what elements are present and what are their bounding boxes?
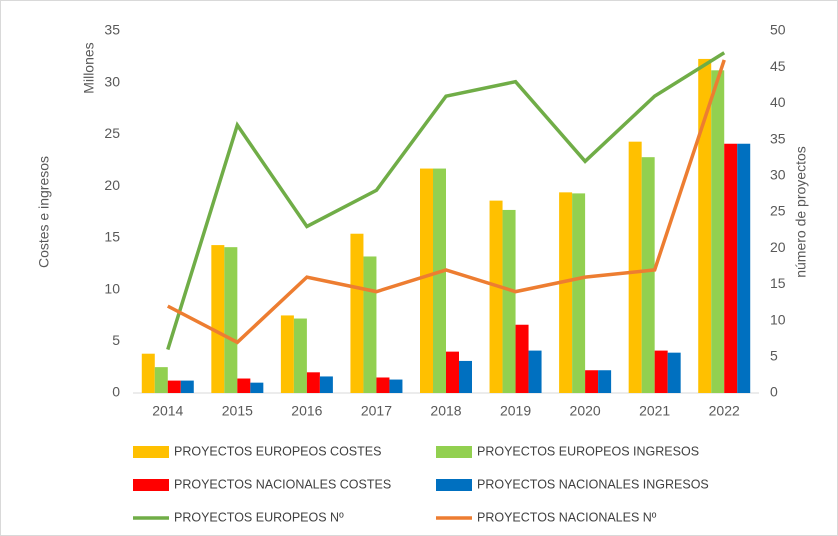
y2-tick-label: 20 (770, 239, 786, 255)
y-tick-label: 20 (104, 177, 120, 193)
y2-tick-label: 40 (770, 94, 786, 110)
y-tick-label: 10 (104, 280, 120, 296)
bar (141, 353, 155, 393)
bar (224, 247, 238, 393)
bar (306, 372, 320, 393)
y-tick-label: 15 (104, 229, 120, 245)
bar (528, 350, 542, 393)
bar (237, 378, 251, 393)
y2-tick-label: 5 (770, 348, 778, 364)
bar (363, 256, 377, 393)
line-series (166, 51, 726, 351)
x-tick-label: 2019 (500, 403, 531, 419)
line-series (166, 59, 726, 345)
y-tick-label: 5 (112, 332, 120, 348)
bar (641, 157, 655, 393)
y2-tick-label: 35 (770, 130, 786, 146)
legend-label: PROYECTOS NACIONALES COSTES (174, 477, 391, 491)
y-tick-label: 25 (104, 125, 120, 141)
x-tick-label: 2021 (639, 403, 670, 419)
y-tick-label: 30 (104, 73, 120, 89)
legend-label: PROYECTOS NACIONALES Nº (477, 510, 657, 524)
bar (459, 360, 472, 393)
bar (515, 324, 529, 393)
y2-tick-label: 30 (770, 167, 786, 183)
bar (389, 379, 403, 393)
bar (489, 200, 503, 393)
x-tick-label: 2014 (152, 403, 183, 419)
bar (698, 58, 712, 393)
y2-tick-label: 15 (770, 275, 786, 291)
bar (598, 370, 612, 393)
bar (211, 245, 225, 393)
bar (154, 367, 168, 393)
bar (350, 233, 364, 393)
bar (737, 143, 751, 393)
y-tick-label: 35 (104, 22, 120, 38)
bar (711, 70, 725, 393)
bar (502, 209, 516, 393)
x-tick-label: 2020 (570, 403, 601, 419)
y-tick-label: 0 (112, 384, 120, 400)
y-unit: Millones (81, 42, 97, 93)
legend-label: PROYECTOS EUROPEOS COSTES (174, 444, 381, 458)
x-tick-label: 2018 (430, 403, 461, 419)
x-tick-label: 2017 (361, 403, 392, 419)
bar (654, 350, 668, 393)
legend-label: PROYECTOS EUROPEOS Nº (174, 510, 344, 524)
bar (376, 377, 390, 393)
y2-tick-label: 25 (770, 203, 786, 219)
bar (280, 315, 294, 393)
bar (180, 380, 194, 393)
bar (572, 193, 586, 393)
bar (446, 351, 459, 393)
legend-swatch (133, 446, 169, 458)
bar (293, 318, 307, 393)
y2-tick-label: 45 (770, 58, 786, 74)
x-tick-label: 2022 (709, 403, 740, 419)
legend-swatch (436, 479, 472, 491)
y2-tick-label: 50 (770, 22, 786, 38)
bar (559, 192, 573, 393)
legend-label: PROYECTOS EUROPEOS INGRESOS (477, 444, 699, 458)
legend-swatch (436, 446, 472, 458)
y2-tick-label: 0 (770, 384, 778, 400)
legend-label: PROYECTOS NACIONALES INGRESOS (477, 477, 709, 491)
bar (585, 370, 599, 393)
y2-tick-label: 10 (770, 311, 786, 327)
bar (420, 168, 433, 393)
legend-swatch (133, 479, 169, 491)
y2-axis-title: número de proyectos (793, 146, 809, 278)
bar (167, 380, 181, 393)
bar (628, 141, 642, 393)
y-axis-title: Costes e ingresos (36, 156, 52, 268)
bar (319, 376, 333, 393)
bar (433, 168, 446, 393)
x-tick-label: 2015 (222, 403, 253, 419)
bar (250, 382, 264, 393)
x-tick-label: 2016 (291, 403, 322, 419)
bar (667, 352, 681, 393)
bar (724, 143, 738, 393)
